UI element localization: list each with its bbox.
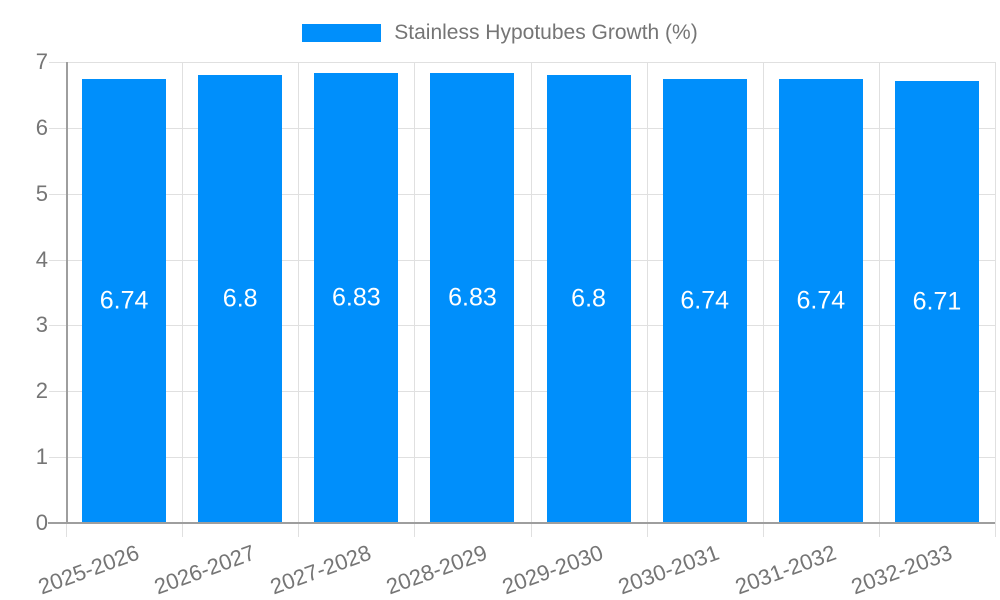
y-tick-4 [49,259,66,261]
x-axis-line [48,522,995,524]
y-tick-label-4: 4 [35,246,48,272]
bar-2031-2032[interactable]: 6.74 [778,79,863,523]
y-tick-7 [49,62,66,63]
bar-value-label: 6.83 [331,283,381,312]
bar-2027-2028[interactable]: 6.83 [314,73,399,523]
bar-value-label: 6.74 [99,286,149,315]
gridline-x-5 [646,62,648,537]
legend: Stainless Hypotubes Growth (%) [0,14,1000,52]
gridline-x-1 [182,62,184,537]
bar-2029-2030[interactable]: 6.8 [546,75,631,523]
bar-value-label: 6.8 [571,284,606,313]
gridline-x-4 [530,62,532,537]
bar-value-label: 6.74 [680,286,730,315]
y-tick-2 [49,391,66,393]
legend-label: Stainless Hypotubes Growth (%) [394,21,698,44]
x-tick-2032-2033: 2032-2033 [848,523,995,600]
bar-2032-2033[interactable]: 6.71 [894,81,979,523]
bar-2028-2029[interactable]: 6.83 [430,73,515,523]
y-tick-label-5: 5 [35,180,48,206]
legend-swatch [302,24,382,42]
y-tick-label-0: 0 [35,510,48,535]
y-tick-label-7: 7 [35,49,48,74]
plot-area: 6.74 6.8 6.83 6.83 6.8 6.74 6.74 6.71 [48,62,996,537]
gridline-x-3 [414,62,416,537]
bar-value-label: 6.83 [448,283,497,312]
bar-value-label: 6.8 [222,284,258,313]
y-tick-6 [49,127,66,129]
y-axis-line [66,62,68,523]
y-tick-label-2: 2 [35,378,48,404]
gridline-x-2 [298,62,300,537]
y-tick-label-6: 6 [35,114,48,140]
x-tick-label: 2025-2026 [34,539,143,600]
bar-value-label: 6.74 [796,286,846,315]
bar-2030-2031[interactable]: 6.74 [662,79,747,523]
legend-item[interactable]: Stainless Hypotubes Growth (%) [302,21,698,45]
bar-value-label: 6.71 [912,287,962,316]
bar-2026-2027[interactable]: 6.8 [198,75,283,523]
bar-2025-2026[interactable]: 6.74 [82,79,167,523]
y-tick-1 [49,457,66,459]
y-tick-label-1: 1 [35,444,48,470]
y-tick-label-3: 3 [35,312,48,338]
gridline-x-7 [878,62,880,537]
gridline-x-6 [762,62,764,537]
y-tick-3 [49,325,66,327]
gridline-x-8 [995,62,996,537]
y-tick-5 [49,193,66,195]
